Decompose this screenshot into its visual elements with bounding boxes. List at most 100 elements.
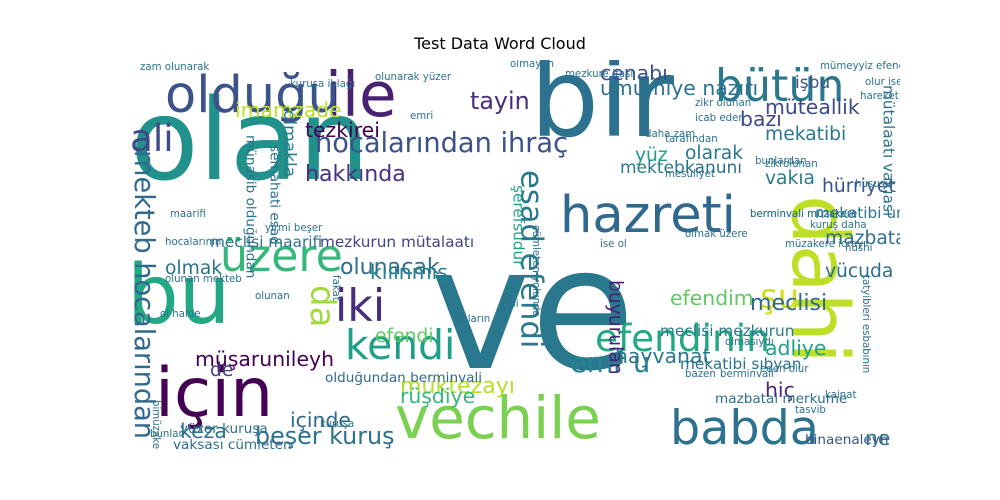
word-41: adliye [765, 336, 827, 360]
word-45: kılınmış [370, 260, 448, 284]
word-105: berminvali [720, 369, 774, 380]
word-89: kuruş daha [810, 220, 867, 231]
word-cloud: ve olan bir bu dahi için ile vechile olduğu hazre… [125, 60, 900, 450]
word-47: efendi [375, 326, 434, 347]
word-110: berminvali müzakere [750, 209, 858, 220]
word-49: buyurulan [604, 280, 626, 375]
word-61: mekatibi sıbyan [680, 355, 802, 373]
word-96: bazen [685, 369, 716, 380]
word-35: müşarunileyh [195, 347, 335, 371]
word-94: olunan [255, 291, 290, 302]
word-30: bazı [740, 107, 782, 131]
word-26: olunacak [340, 254, 440, 280]
word-46: olmak [165, 258, 223, 279]
word-23: tayin [470, 87, 530, 115]
word-55: yüz [635, 145, 668, 166]
word-111: tarafından [665, 134, 718, 145]
word-103: hareket [860, 91, 899, 102]
word-114: emri [410, 111, 434, 122]
word-98: tasvib [795, 405, 826, 416]
word-85: maarifi [170, 209, 206, 220]
word-37: rüşdiye [400, 384, 476, 408]
word-50: mazbata [825, 228, 900, 249]
word-65: mekatibi umumiye [815, 204, 900, 222]
word-78: mezkure itası [565, 69, 634, 80]
word-70: yüzer kuruşa [180, 421, 268, 437]
word-101: cümleten yolunda [530, 225, 542, 317]
word-15: ali [130, 116, 174, 160]
word-38: hayvanat [615, 344, 711, 368]
word-32: tezkirei [305, 118, 380, 142]
word-48: de [210, 360, 234, 381]
word-62: meclisi maarifi [210, 233, 323, 251]
word-60: meclisi mezkurun [660, 322, 795, 340]
word-113: mesuliyet [665, 169, 715, 180]
word-10: babda [670, 401, 819, 450]
word-5: için [155, 354, 274, 433]
word-108: bunlar [150, 429, 183, 440]
word-75: mümeyyiz efendilerin [820, 61, 900, 72]
word-87: olunan mekteb [165, 274, 242, 285]
word-54: olarak [685, 143, 744, 164]
word-107: kuruşa [320, 419, 355, 430]
word-72: mazbatai merkume [715, 391, 848, 407]
word-92: hüsni [845, 243, 873, 254]
word-27: cenabı [600, 61, 668, 85]
word-69: vaksası cümleten [173, 437, 292, 450]
word-39: efendim [670, 286, 754, 310]
word-11: iki [335, 281, 386, 332]
word-1: olan [130, 76, 370, 206]
word-36: muktezayı [400, 373, 515, 399]
word-3: bu [127, 248, 231, 343]
word-0: ve [430, 211, 636, 409]
word-74: zam olunarak [140, 62, 210, 73]
word-42: ne [865, 426, 891, 450]
word-97: kainat [825, 390, 857, 401]
word-93: ol halde [160, 309, 201, 320]
word-86: ise ol [600, 239, 627, 250]
word-84: yirmi beşer [265, 223, 323, 234]
word-53: vakıa [765, 168, 815, 189]
word-71: olduğundan berminvali [325, 370, 482, 386]
word-76: kuruşa iblağı [290, 79, 356, 90]
word-95: eden olur [760, 364, 809, 375]
word-81: icab eden [695, 113, 745, 124]
word-12: üzere [220, 231, 343, 282]
word-100: bimüzakere istihsali [150, 400, 161, 450]
word-9: hazreti [560, 186, 736, 245]
word-44: içinde [290, 408, 351, 432]
word-90: müzakere icrayı [785, 239, 866, 250]
word-24: beşer kuruş [255, 422, 395, 450]
word-64: şerefsudur [509, 185, 528, 267]
word-82: berminvali müzakere [750, 209, 858, 220]
word-21: hocalarından ihraç [315, 128, 569, 159]
word-99: hocalarının [165, 237, 222, 248]
word-33: imamzade [235, 98, 342, 122]
word-102: zikrolunan [765, 159, 818, 170]
word-88: olmak üzere [685, 229, 748, 240]
word-40: hiç [765, 378, 795, 402]
word-80: zikr olunan [695, 98, 752, 109]
word-115: fakat [330, 275, 342, 301]
word-2: bir [530, 60, 675, 162]
word-52: hürriyet [822, 176, 896, 197]
word-6: ile [325, 60, 397, 131]
word-91: bunlardan [755, 156, 807, 167]
word-104: hususu [855, 179, 892, 190]
word-79: daha zam [645, 129, 696, 140]
word-14: kendi [345, 321, 456, 369]
word-117: gibi [500, 299, 519, 310]
word-66: mütalaatı vakıası [879, 85, 898, 217]
word-109: olmasıydı [725, 337, 774, 348]
word-13: bütün [715, 61, 845, 112]
word-19: şu [760, 277, 800, 317]
word-7: vechile [395, 384, 601, 450]
word-57: mektebi [620, 158, 690, 178]
word-51: vücuda [825, 261, 894, 282]
word-31: mekatibi [765, 124, 847, 145]
word-25: hakkında [305, 161, 406, 187]
word-112: olmayan [510, 60, 554, 70]
word-58: işbu [795, 73, 831, 93]
word-16: efendinin [595, 316, 770, 360]
word-34: meclisi [750, 290, 828, 316]
